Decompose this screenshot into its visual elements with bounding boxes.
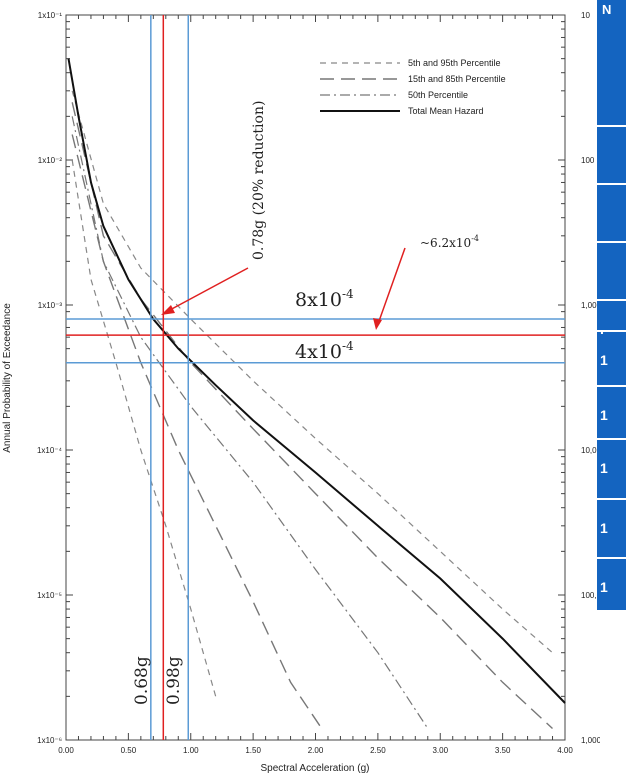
- y-tick-label: 1x10⁻²: [38, 156, 63, 165]
- x-tick-label: 2.00: [308, 746, 324, 755]
- annotation-0.68g: 0.68g: [132, 656, 152, 705]
- annotation-8e-4: 8x10-4: [295, 287, 354, 311]
- annotation-4e-4-exp: -4: [342, 339, 354, 353]
- x-tick-label: 3.50: [495, 746, 511, 755]
- right-panel-row: 1: [597, 330, 626, 385]
- right-panel-row: .: [597, 299, 626, 337]
- x-tick-label: 1.50: [245, 746, 261, 755]
- axis-ticks: [65, 15, 566, 741]
- x-tick-label: 0.00: [58, 746, 74, 755]
- arrow-0.78g: [167, 267, 249, 312]
- arrow-6.2e-4: [377, 247, 406, 325]
- legend-label-50th: 50th Percentile: [408, 90, 468, 100]
- right-panel-row: 1: [597, 498, 626, 557]
- annotation-8e-4-exp: -4: [342, 287, 354, 301]
- y-right-tick-label: 100,: [581, 591, 597, 600]
- x-tick-label: 0.50: [121, 746, 137, 755]
- right-panel-row: 1: [597, 557, 626, 610]
- legend-label-5th-95th: 5th and 95th Percentile: [408, 58, 501, 68]
- right-panel-row: [597, 241, 626, 299]
- x-axis-title: Spectral Acceleration (g): [261, 763, 370, 774]
- x-tick-label: 3.00: [432, 746, 448, 755]
- y-tick-label: 1x10⁻⁴: [37, 446, 63, 455]
- annotation-4e-4-base: 4x10: [295, 341, 342, 363]
- x-tick-label: 1.00: [183, 746, 199, 755]
- right-panel-header: N: [602, 2, 612, 17]
- y-right-tick-label: 100: [581, 156, 595, 165]
- y-tick-label: 1x10⁻⁶: [37, 736, 62, 745]
- annotation-6.2e-4-base: ~6.2x10: [420, 236, 471, 250]
- y-axis-title: Annual Probability of Exceedance: [2, 303, 13, 453]
- right-panel-row: 1: [597, 385, 626, 438]
- x-tick-label: 2.50: [370, 746, 386, 755]
- y-tick-label: 1x10⁻⁵: [37, 591, 62, 600]
- legend-label-mean: Total Mean Hazard: [408, 106, 484, 116]
- y-tick-label: 1x10⁻³: [38, 301, 63, 310]
- y-right-tick-label: 1,000,000: [581, 736, 600, 745]
- arrow-6.2e-4-head: [373, 318, 382, 330]
- series-group: [67, 58, 566, 730]
- annotation-4e-4: 4x10-4: [295, 339, 354, 363]
- y-right-tick-labels: 10 100 1,00 10,0 100, 1,000,000: [581, 11, 600, 745]
- right-panel-row: [597, 125, 626, 183]
- annotation-0.78g: 0.78g (20% reduction): [251, 101, 267, 260]
- series-line-2: [71, 102, 553, 730]
- annotation-0.98g: 0.98g: [164, 656, 184, 705]
- annotation-6.2e-4-exp: -4: [471, 234, 479, 243]
- series-line-1: [71, 159, 217, 697]
- series-line-0: [71, 90, 553, 654]
- x-tick-label: 4.00: [557, 746, 573, 755]
- hazard-chart: 0.00 0.50 1.00 1.50 2.00 2.50 3.00 3.50 4.00 1x1…: [2, 11, 600, 774]
- y-right-tick-label: 10: [581, 11, 590, 20]
- legend-label-15th-85th: 15th and 85th Percentile: [408, 74, 506, 84]
- right-panel-row: 1: [597, 438, 626, 498]
- y-right-tick-label: 1,00: [581, 301, 597, 310]
- series-line-5: [67, 58, 566, 704]
- x-tick-labels: 0.00 0.50 1.00 1.50 2.00 2.50 3.00 3.50 4.00: [58, 746, 573, 755]
- annotation-6.2e-4: ~6.2x10-4: [420, 234, 479, 250]
- legend: 5th and 95th Percentile 15th and 85th Pe…: [320, 58, 506, 116]
- arrow-0.78g-head: [161, 305, 175, 315]
- y-tick-labels: 1x10⁻¹ 1x10⁻² 1x10⁻³ 1x10⁻⁴ 1x10⁻⁵ 1x10⁻⁶: [37, 11, 63, 745]
- annotation-8e-4-base: 8x10: [295, 289, 342, 311]
- y-tick-label: 1x10⁻¹: [38, 11, 63, 20]
- plot-frame: [65, 14, 566, 741]
- series-line-3: [71, 134, 323, 729]
- right-panel-row: [597, 183, 626, 241]
- y-right-tick-label: 10,0: [581, 446, 597, 455]
- reference-lines: [66, 15, 565, 740]
- series-line-4: [71, 116, 429, 729]
